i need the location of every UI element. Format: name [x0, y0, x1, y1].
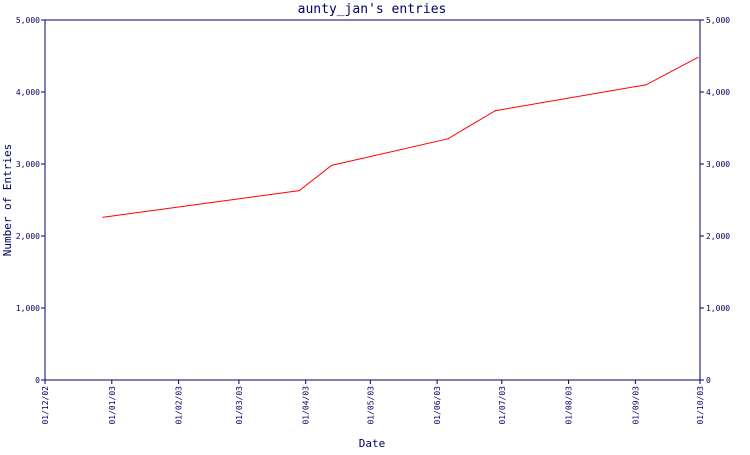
x-tick-label: 01/02/03	[175, 386, 184, 425]
y-tick-label-right: 1,000	[706, 304, 730, 313]
x-tick-label: 01/05/03	[366, 386, 375, 425]
x-tick-label: 01/09/03	[631, 386, 640, 425]
y-tick-label-right: 3,000	[706, 160, 730, 169]
x-tick-label: 01/12/02	[41, 386, 50, 425]
x-axis-label: Date	[359, 437, 386, 450]
x-tick-label: 01/01/03	[108, 386, 117, 425]
y-tick-label-left: 4,000	[16, 88, 40, 97]
chart-title: aunty_jan's entries	[298, 2, 447, 17]
data-point	[447, 138, 449, 140]
data-point	[697, 56, 699, 59]
data-point	[102, 216, 104, 218]
plot-frame	[44, 19, 701, 381]
y-tick-label-right: 4,000	[706, 88, 730, 97]
x-tick-label: 01/04/03	[302, 386, 311, 425]
series-line	[103, 56, 699, 218]
data-point	[645, 84, 647, 86]
y-tick-label-left: 1,000	[16, 304, 40, 313]
data-point	[494, 110, 496, 112]
x-tick-label: 01/10/03	[696, 386, 705, 425]
x-tick-label: 01/08/03	[565, 386, 574, 425]
data-point	[298, 190, 300, 192]
y-tick-label-right: 5,000	[706, 16, 730, 25]
y-tick-label-right: 2,000	[706, 232, 730, 241]
x-tick-label: 01/07/03	[498, 386, 507, 425]
y-tick-label-left: 0	[35, 376, 40, 385]
y-tick-label-right: 0	[706, 376, 711, 385]
y-tick-label-left: 5,000	[16, 16, 40, 25]
plot-area: 0 0 1,000 1,000 2,000 2,000 3,000 3,000 4,000 4,0…	[16, 16, 730, 425]
data-point	[330, 164, 333, 167]
y-tick-label-left: 3,000	[16, 160, 40, 169]
x-tick-label: 01/03/03	[235, 386, 244, 425]
y-tick-label-left: 2,000	[16, 232, 40, 241]
y-axis-label: Number of Entries	[1, 144, 14, 257]
x-tick-label: 01/06/03	[433, 386, 442, 425]
